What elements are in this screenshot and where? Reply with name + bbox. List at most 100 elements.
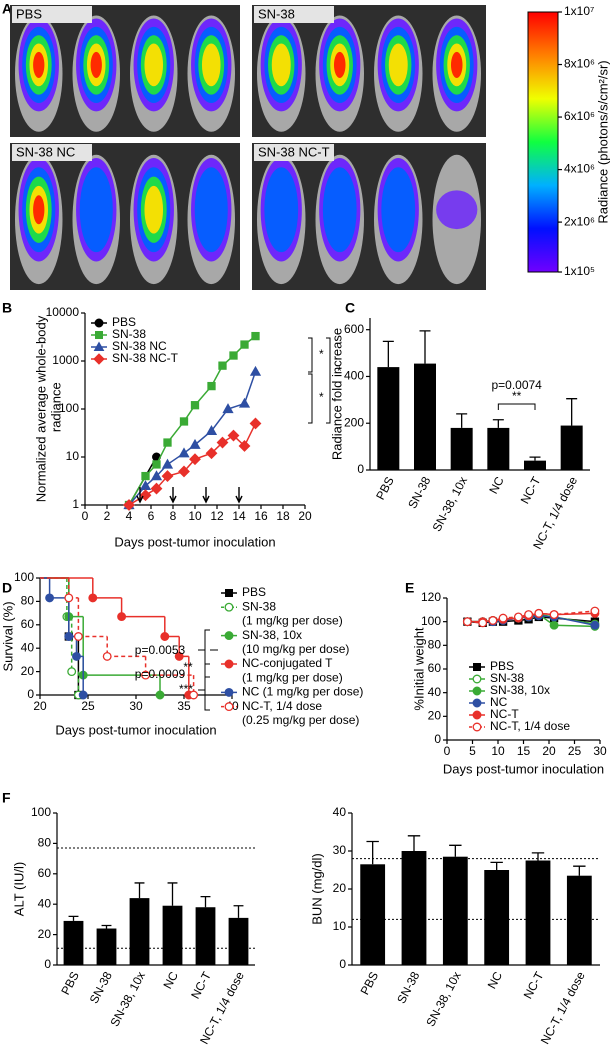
marker — [513, 612, 523, 622]
signal — [144, 43, 164, 87]
marker — [141, 471, 150, 481]
marker — [549, 610, 559, 620]
marker — [152, 460, 161, 469]
panel-label: C — [345, 300, 355, 316]
y-tick-label: 1000 — [52, 353, 79, 367]
signal — [271, 43, 291, 87]
label-strip — [12, 144, 92, 161]
y-axis-label: Survival (%) — [0, 601, 15, 671]
y-tick-label: 40 — [333, 805, 347, 819]
x-tick-label: 25 — [81, 699, 95, 713]
signal — [436, 190, 478, 230]
error-bar — [68, 915, 79, 921]
marker — [72, 651, 81, 661]
marker — [139, 489, 152, 502]
x-tick-label: 18 — [276, 509, 290, 523]
y-tick-label: 10 — [333, 919, 347, 933]
error-bar — [566, 398, 578, 426]
error-bar — [366, 840, 379, 865]
signal — [33, 51, 45, 78]
legend-marker — [224, 659, 234, 669]
error-bar — [529, 456, 541, 461]
error-bar — [490, 861, 503, 870]
bar — [524, 460, 546, 470]
legend-marker — [224, 631, 234, 641]
significance-bracket — [308, 337, 313, 373]
significance-bracket — [198, 663, 210, 711]
colorbar-tick-label: 4x10⁶ — [564, 162, 595, 176]
marker — [590, 620, 600, 630]
marker — [178, 447, 190, 458]
legend-detail: (10 mg/kg per dose) — [242, 642, 349, 656]
y-tick-label: 0 — [44, 957, 51, 971]
bar — [566, 875, 592, 965]
legend-label: NC — [490, 695, 508, 709]
y-tick-label: 40 — [38, 896, 52, 910]
legend-marker — [94, 318, 104, 328]
legend-label: SN-38 — [490, 671, 524, 685]
bar — [450, 427, 473, 470]
colorbar-tick-label: 8x10⁶ — [564, 57, 595, 71]
marker — [190, 401, 200, 410]
legend-detail: (1 mg/kg per dose) — [242, 670, 343, 684]
marker — [189, 690, 199, 700]
y-tick-label: 100 — [14, 570, 34, 584]
signal — [322, 167, 357, 253]
error-bar — [573, 865, 586, 876]
y-tick-label: 10 — [66, 449, 80, 463]
y-tick-label: 600 — [344, 322, 364, 336]
bar — [487, 427, 510, 470]
bar — [442, 856, 468, 965]
marker — [64, 593, 74, 603]
label-strip — [254, 6, 334, 23]
x-tick-label: 12 — [210, 509, 224, 523]
y-tick-label: 20 — [21, 664, 35, 678]
legend-label: NC-conjugated T — [242, 656, 333, 670]
marker — [205, 447, 218, 460]
x-tick-label: NC-T, 1/4 dose — [538, 969, 588, 1047]
legend-marker — [95, 331, 103, 339]
marker — [141, 670, 151, 680]
marker — [238, 397, 251, 408]
significance-label: p=0.0053 — [135, 643, 186, 657]
marker — [205, 425, 218, 436]
bar — [129, 898, 150, 965]
marker — [160, 632, 170, 641]
colorbar — [527, 11, 559, 273]
signal — [33, 195, 45, 225]
significance-label: p=0.0009 — [135, 667, 186, 681]
legend-marker — [93, 353, 105, 365]
x-tick-label: 5 — [469, 744, 476, 758]
significance-bracket — [326, 337, 331, 424]
y-tick-label: 80 — [21, 594, 35, 608]
signal — [264, 167, 299, 253]
marker — [155, 690, 165, 700]
legend-marker — [224, 702, 234, 712]
legend-label: NC-T — [490, 707, 519, 721]
legend-marker — [472, 710, 482, 720]
error-bar — [456, 413, 468, 428]
error-bar — [101, 924, 112, 929]
signal — [194, 167, 228, 253]
bar — [401, 851, 427, 965]
error-bar — [167, 882, 178, 906]
dose-arrow — [169, 487, 177, 504]
bar — [228, 917, 249, 965]
colorbar-tick-label: 2x10⁶ — [564, 214, 595, 228]
label-strip — [254, 144, 334, 161]
marker — [189, 453, 201, 466]
marker — [478, 618, 488, 628]
significance-bracket — [198, 629, 218, 678]
marker — [78, 690, 88, 700]
x-tick-label: PBS — [58, 969, 82, 997]
bar — [484, 870, 510, 965]
legend-label: SN-38 — [112, 327, 146, 341]
y-axis-label: Normalized average whole-body radiance — [34, 315, 64, 502]
legend-marker — [472, 698, 482, 708]
panel-label: D — [2, 580, 12, 596]
error-bar — [407, 835, 421, 851]
significance-label: * — [337, 364, 342, 378]
panel-label: B — [2, 300, 12, 316]
y-tick-label: 0 — [27, 687, 34, 701]
marker — [73, 632, 83, 641]
